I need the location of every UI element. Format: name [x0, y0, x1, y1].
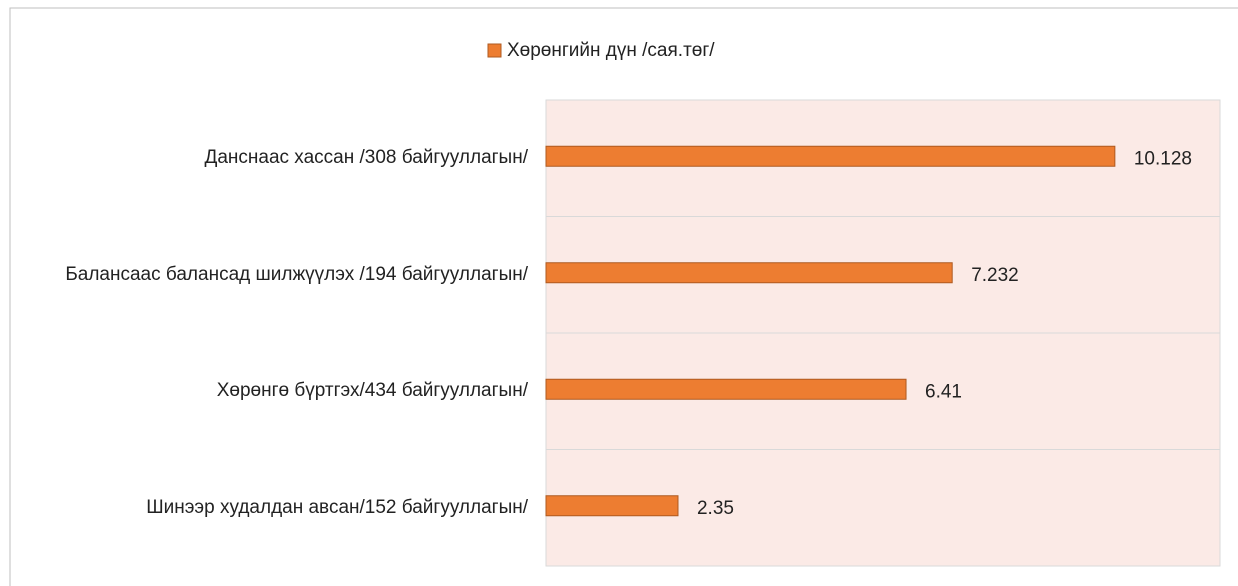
data-label: 10.128	[1134, 148, 1192, 169]
category-text: Хөрөнгө бүртгэх/434 байгууллагын/	[216, 380, 528, 402]
category-label: Хөрөнгө бүртгэх/434 байгууллагын/	[8, 351, 528, 431]
category-label: Данснаас хассан /308 байгууллагын/	[8, 118, 528, 198]
bar	[545, 262, 953, 284]
bar	[545, 145, 1116, 167]
category-text: Балансаас балансад шилжүүлэх /194 байгуу…	[65, 263, 528, 285]
data-label: 7.232	[971, 265, 1019, 286]
bar	[545, 495, 679, 517]
category-text: Шинээр худалдан авсан/152 байгууллагын/	[146, 496, 528, 518]
legend-swatch	[487, 43, 502, 58]
data-label: 6.41	[925, 381, 962, 402]
bar	[545, 378, 907, 400]
category-text: Данснаас хассан /308 байгууллагын/	[204, 147, 528, 169]
category-label: Шинээр худалдан авсан/152 байгууллагын/	[8, 468, 528, 548]
data-label: 2.35	[697, 498, 734, 519]
legend-label: Хөрөнгийн дүн /сая.төг/	[507, 40, 715, 61]
category-label: Балансаас балансад шилжүүлэх /194 байгуу…	[8, 235, 528, 315]
